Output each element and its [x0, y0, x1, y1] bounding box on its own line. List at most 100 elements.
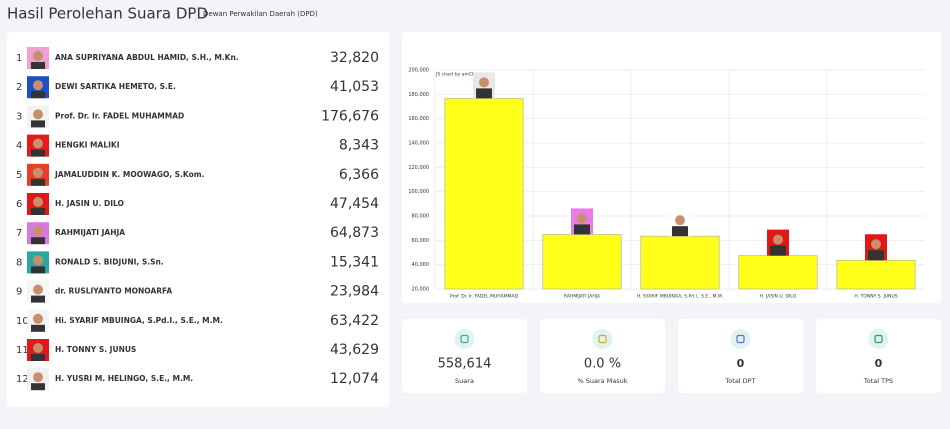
row-number: 7	[16, 228, 22, 239]
row-number: 1	[16, 53, 22, 64]
photo-body	[574, 224, 590, 235]
photo-body	[868, 250, 884, 261]
candidate-votes: 176,676	[321, 108, 379, 124]
candidate-votes: 43,629	[330, 342, 379, 358]
photo-face	[33, 255, 43, 266]
y-tick-label: 180,000	[408, 92, 429, 98]
candidate-name: DEWI SARTIKA HEMETO, S.E.	[55, 82, 176, 91]
candidate-name: ANA SUPRIYANA ABDUL HAMID, S.H., M.Kn.	[55, 53, 239, 62]
photo-body	[31, 266, 45, 274]
y-tick-label: 200,000	[408, 68, 429, 74]
photo-face	[33, 343, 43, 353]
candidate-name: RAHMIJATI JAHJA	[55, 228, 125, 237]
candidate-votes: 8,343	[339, 138, 379, 154]
row-number: 12	[16, 374, 29, 385]
stat-icon	[868, 329, 889, 349]
y-tick-label: 60,000	[412, 238, 430, 244]
photo-body	[476, 88, 492, 99]
stat-card	[678, 319, 803, 393]
photo-face	[33, 284, 43, 295]
photo-body	[31, 120, 45, 128]
candidate-name: RONALD S. BIDJUNI, S.Sn.	[55, 257, 164, 266]
x-tick-label: H. TONNY S. JUNUS	[854, 294, 897, 300]
stat-icon	[454, 329, 475, 349]
candidate-votes: 12,074	[330, 371, 379, 387]
photo-body	[770, 245, 786, 256]
y-tick-label: 40,000	[412, 262, 430, 268]
photo-body	[31, 149, 45, 157]
x-tick-label: RAHMIJATI JAHJA	[564, 294, 601, 300]
y-tick-label: 160,000	[408, 116, 429, 122]
candidate-votes: 64,873	[330, 225, 379, 241]
candidate-name: JAMALUDDIN K. MOOWAGO, S.Kom.	[54, 170, 205, 179]
stat-card	[816, 319, 941, 393]
candidate-votes: 32,820	[330, 50, 379, 66]
stat-card	[540, 319, 665, 393]
candidate-votes: 23,984	[330, 284, 379, 300]
stat-icon-glyph	[460, 334, 469, 344]
photo-body	[31, 178, 45, 186]
candidate-name: H. JASIN U. DILO	[55, 199, 124, 208]
bar	[640, 235, 720, 290]
stat-icon-glyph	[598, 334, 607, 344]
stat-label: Total DPT	[724, 377, 755, 385]
stat-value: 0	[875, 357, 883, 370]
photo-face	[33, 226, 43, 237]
row-number: 6	[16, 199, 22, 210]
stat-icon	[592, 329, 613, 349]
candidate-votes: 47,454	[330, 196, 379, 212]
photo-face	[479, 77, 489, 88]
candidate-name: dr. RUSLIYANTO MONOARFA	[55, 287, 172, 296]
stat-card	[402, 319, 527, 393]
bar	[836, 259, 916, 290]
watermark[interactable]: JS chart by amCharts	[435, 72, 484, 78]
candidate-name: H. YUSRI M. HELINGO, S.E., M.M.	[55, 374, 193, 383]
row-number: 9	[16, 287, 22, 298]
candidate-name: Prof. Dr. Ir. FADEL MUHAMMAD	[55, 111, 184, 120]
photo-face	[773, 234, 783, 245]
page-title: Hasil Perolehan Suara DPD	[7, 5, 208, 23]
y-tick-label: 140,000	[408, 141, 429, 147]
photo-body	[31, 295, 45, 303]
stat-label: % Suara Masuk	[577, 377, 627, 385]
y-tick-label: 80,000	[412, 214, 430, 220]
candidate-votes: 15,341	[330, 254, 379, 270]
stat-icon-glyph	[874, 334, 883, 344]
photo-body	[31, 237, 45, 245]
row-number: 5	[16, 170, 22, 181]
candidate-votes: 41,053	[330, 79, 379, 95]
photo-body	[31, 208, 45, 215]
bar	[738, 255, 818, 290]
stat-icon	[730, 329, 751, 349]
photo-face	[577, 213, 587, 224]
bar	[444, 98, 524, 290]
photo-body	[31, 91, 45, 99]
candidate-name: H. TONNY S. JUNUS	[55, 345, 136, 354]
x-tick-label: H. SYARIF MBUINGA, S.Pd.I., S.E., M.M.	[637, 294, 723, 300]
candidate-name: HENGKI MALIKI	[55, 141, 120, 150]
photo-face	[33, 138, 43, 149]
photo-face	[33, 109, 43, 120]
candidate-votes: 63,422	[330, 313, 379, 329]
stat-label: Total TPS	[863, 377, 893, 385]
photo-face	[33, 80, 43, 91]
candidate-name: Hi. SYARIF MBUINGA, S.Pd.I., S.E., M.M.	[55, 316, 223, 325]
photo-face	[871, 239, 881, 250]
bar	[542, 234, 622, 290]
candidate-card	[7, 32, 389, 407]
y-tick-label: 20,000	[412, 287, 430, 293]
candidate-votes: 6,366	[339, 167, 379, 183]
y-tick-label: 120,000	[408, 165, 429, 171]
photo-body	[672, 226, 688, 237]
y-tick-label: 100,000	[408, 189, 429, 195]
photo-face	[33, 51, 43, 61]
x-tick-label: Prof. Dr. Ir. FADEL MUHAMMAD	[450, 294, 519, 300]
photo-body	[31, 383, 45, 391]
photo-body	[31, 62, 45, 69]
photo-body	[31, 324, 45, 332]
photo-face	[33, 372, 43, 383]
photo-body	[31, 354, 45, 361]
photo-face	[675, 215, 685, 226]
row-number: 2	[16, 82, 22, 93]
